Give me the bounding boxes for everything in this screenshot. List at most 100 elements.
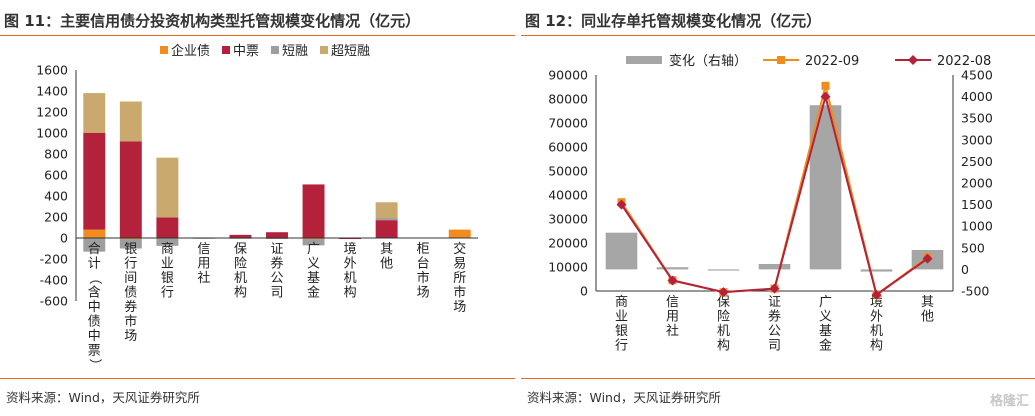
right-y-right-tick-label: 4500 <box>961 68 993 83</box>
left-x-tick-label-4-char: 险 <box>234 257 247 272</box>
left-x-tick-label-0-char: 票 <box>88 344 101 359</box>
right-x-tick-label-3-char: 证 <box>768 295 781 310</box>
right-point-1-0 <box>616 199 627 210</box>
right-x-tick-label-1-char: 用 <box>666 310 679 325</box>
left-x-tick-label-8-char: 其 <box>380 242 393 257</box>
left-y-tick-label: -600 <box>40 294 68 309</box>
left-x-tick-label-5-char: 券 <box>270 256 283 272</box>
left-x-tick-label-9-char: 市 <box>417 270 430 286</box>
right-x-tick-label-0-char: 银 <box>615 324 628 339</box>
left-bar-2-1 <box>156 217 179 238</box>
right-y-left-tick-label: 40000 <box>548 188 588 203</box>
left-x-tick-label-1-char: 银 <box>124 242 137 257</box>
left-x-tick-label-1-char: 债 <box>124 286 137 301</box>
right-x-tick-label-2-char: 险 <box>717 310 730 325</box>
left-x-tick-label-1-char: 间 <box>124 271 137 286</box>
left-x-tick-label-1-char: 场 <box>124 329 137 344</box>
left-legend-swatch-2 <box>271 46 279 54</box>
right-bar-3 <box>758 264 791 270</box>
left-x-tick-label-3-char: 社 <box>197 270 210 286</box>
left-y-tick-label: 1600 <box>36 63 68 78</box>
right-y-right-tick-label: 0 <box>961 262 969 277</box>
right-x-tick-label-2-char: 机 <box>717 324 730 339</box>
left-stacked-bar-chart: 企业债 中票 短融 超短融-600-400-200020040060080010001… <box>36 43 478 372</box>
left-x-tick-label-4-char: 机 <box>234 271 247 286</box>
right-x-tick-label-4-char: 基 <box>819 324 832 339</box>
right-y-right-tick-label: 2000 <box>961 176 993 191</box>
left-bar-4-1 <box>229 234 252 238</box>
left-x-tick-label-0-char: 中 <box>88 329 101 344</box>
left-legend-label-3: 超短融 <box>331 44 370 59</box>
left-x-tick-label-6-char: 广 <box>307 242 320 257</box>
left-bar-2-2 <box>156 238 179 246</box>
left-bar-1-2 <box>119 239 142 249</box>
right-y-left-tick-label: 10000 <box>548 260 588 275</box>
left-y-tick-label: 800 <box>44 147 68 162</box>
right-y-left-tick-label: 80000 <box>548 92 588 107</box>
right-point-1-2 <box>718 287 729 298</box>
left-x-tick-label-5-char: 公 <box>270 271 283 286</box>
right-x-tick-label-3-char: 司 <box>768 339 781 354</box>
left-figure-panel: 图 11：主要信用债分投资机构类型托管规模变化情况（亿元） 企业债 中票 短融 超短融… <box>0 0 515 416</box>
right-source-rule <box>521 378 1035 379</box>
right-bar-1 <box>656 267 689 270</box>
left-x-tick-label-6-char: 义 <box>307 257 320 272</box>
left-legend-swatch-1 <box>222 46 230 54</box>
left-bar-6-2 <box>302 239 325 246</box>
left-x-tick-label-8-char: 他 <box>380 257 393 272</box>
left-y-tick-label: 1000 <box>36 126 68 141</box>
left-title-rule <box>0 35 515 36</box>
right-point-1-6 <box>922 253 933 264</box>
right-x-tick-label-1-char: 社 <box>666 323 679 339</box>
right-point-1-3 <box>769 283 780 294</box>
right-x-tick-label-5-char: 境 <box>870 295 883 310</box>
right-y-left-tick-label: 20000 <box>548 236 588 251</box>
left-source-note: 资料来源：Wind，天风证券研究所 <box>6 390 200 405</box>
left-bar-8-3 <box>375 202 398 219</box>
right-bar-0 <box>605 232 638 270</box>
left-bar-5-1 <box>266 232 288 238</box>
right-y-left-tick-label: 60000 <box>548 140 588 155</box>
right-y-right-tick-label: -500 <box>961 284 989 299</box>
right-source-note: 资料来源：Wind，天风证券研究所 <box>527 390 721 405</box>
left-x-tick-label-0-char: 含 <box>88 285 101 301</box>
left-x-tick-label-9-char: 台 <box>417 257 430 272</box>
right-x-tick-label-5-char: 外 <box>870 310 883 325</box>
left-bar-7-1 <box>339 238 362 240</box>
left-bar-0-0 <box>83 229 106 238</box>
left-x-tick-label-10-char: 所 <box>453 271 466 286</box>
right-y-right-tick-label: 3500 <box>961 111 993 126</box>
right-x-tick-label-4-char: 金 <box>819 338 832 354</box>
right-figure-panel: 图 12：同业存单托管规模变化情况（亿元） 变化（右轴） 2022-09 2022-… <box>521 0 1035 416</box>
watermark-logo: 格隆汇 <box>989 394 1029 409</box>
left-x-tick-label-7-char: 机 <box>344 271 357 286</box>
left-x-tick-label-7-char: 外 <box>344 257 357 272</box>
left-bar-5-2 <box>266 238 288 240</box>
left-x-tick-label-10-char: 场 <box>453 300 466 315</box>
left-y-tick-label: -200 <box>40 252 68 267</box>
right-bar-line-chart: 变化（右轴） 2022-09 2022-0801000020000300004000… <box>548 53 993 354</box>
left-x-tick-label-0-char: ） <box>87 358 102 371</box>
right-line-0 <box>620 85 929 297</box>
right-legend-label-bar: 变化（右轴） <box>669 53 747 69</box>
left-x-tick-label-3-char: 信 <box>197 242 210 257</box>
right-point-1-5 <box>871 289 882 300</box>
left-x-tick-label-6-char: 金 <box>307 285 320 301</box>
right-x-tick-label-2-char: 保 <box>717 295 730 310</box>
left-y-tick-label: 600 <box>44 168 68 183</box>
right-y-left-tick-label: 0 <box>580 284 588 299</box>
left-x-tick-label-0-char: 合 <box>88 242 101 257</box>
right-y-right-tick-label: 1500 <box>961 197 993 212</box>
left-bar-10-0 <box>448 229 471 238</box>
left-bar-1-1 <box>119 141 142 238</box>
right-x-tick-label-2-char: 构 <box>717 339 730 354</box>
right-x-tick-label-0-char: 商 <box>615 295 628 310</box>
right-legend-label-0: 2022-09 <box>805 54 859 69</box>
left-x-tick-label-5-char: 司 <box>270 286 283 301</box>
right-bar-2 <box>707 269 740 271</box>
left-source-rule <box>0 378 515 379</box>
left-bar-0-2 <box>83 238 106 252</box>
left-y-tick-label: 0 <box>60 231 68 246</box>
right-y-left-tick-label: 70000 <box>548 116 588 131</box>
right-figure-title: 图 12：同业存单托管规模变化情况（亿元） <box>525 12 822 30</box>
